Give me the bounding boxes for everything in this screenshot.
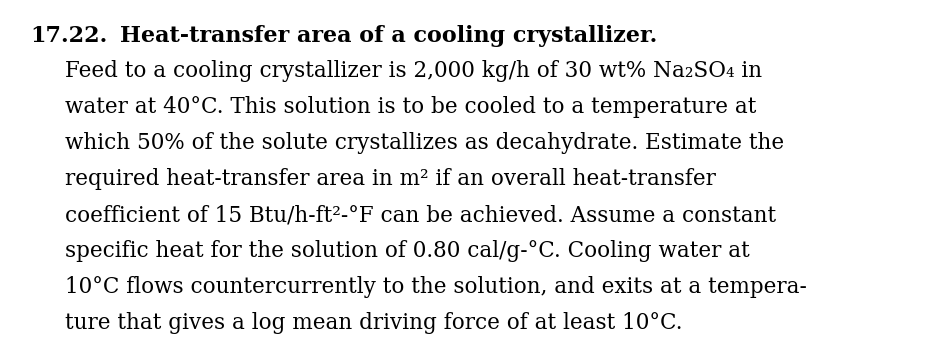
Text: coefficient of 15 Btu/h-ft²-°F can be achieved. Assume a constant: coefficient of 15 Btu/h-ft²-°F can be ac…: [65, 204, 776, 226]
Text: which 50% of the solute crystallizes as decahydrate. Estimate the: which 50% of the solute crystallizes as …: [65, 132, 784, 154]
Text: required heat-transfer area in m² if an overall heat-transfer: required heat-transfer area in m² if an …: [65, 168, 716, 190]
Text: 17.22.: 17.22.: [30, 25, 108, 47]
Text: 10°C flows countercurrently to the solution, and exits at a tempera-: 10°C flows countercurrently to the solut…: [65, 276, 807, 298]
Text: ture that gives a log mean driving force of at least 10°C.: ture that gives a log mean driving force…: [65, 312, 683, 334]
Text: Feed to a cooling crystallizer is 2,000 kg/h of 30 wt% Na₂SO₄ in: Feed to a cooling crystallizer is 2,000 …: [65, 60, 763, 82]
Text: specific heat for the solution of 0.80 cal/g-°C. Cooling water at: specific heat for the solution of 0.80 c…: [65, 240, 750, 262]
Text: water at 40°C. This solution is to be cooled to a temperature at: water at 40°C. This solution is to be co…: [65, 96, 757, 118]
Text: Heat-transfer area of a cooling crystallizer.: Heat-transfer area of a cooling crystall…: [120, 25, 657, 47]
